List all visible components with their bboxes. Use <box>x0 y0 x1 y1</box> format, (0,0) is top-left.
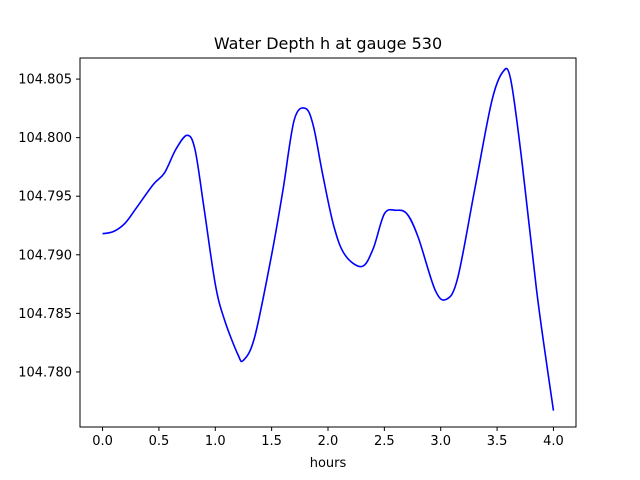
x-tick-label: 0.0 <box>92 434 113 449</box>
y-tick-label: 104.785 <box>18 307 72 322</box>
y-tick-label: 104.800 <box>18 131 72 146</box>
y-axis-ticks: 104.780 104.785 104.790 104.795 104.800 104.8… <box>18 73 80 380</box>
x-tick-label: 0.5 <box>149 434 170 449</box>
x-tick-label: 3.0 <box>430 434 451 449</box>
y-tick-label: 104.805 <box>18 73 72 88</box>
y-tick-label: 104.795 <box>18 190 72 205</box>
x-axis-ticks: 0.0 0.5 1.0 1.5 2.0 2.5 3.0 3.5 4.0 <box>92 427 564 449</box>
x-tick-label: 4.0 <box>543 434 564 449</box>
x-tick-label: 2.5 <box>374 434 395 449</box>
y-tick-label: 104.780 <box>18 365 72 380</box>
chart-title: Water Depth h at gauge 530 <box>214 34 442 53</box>
x-axis-label: hours <box>310 456 347 471</box>
plot-area <box>79 57 577 428</box>
x-tick-label: 1.5 <box>261 434 282 449</box>
x-tick-label: 3.5 <box>487 434 508 449</box>
y-tick-label: 104.790 <box>18 248 72 263</box>
x-tick-label: 1.0 <box>205 434 226 449</box>
x-tick-label: 2.0 <box>318 434 339 449</box>
axes-frame <box>79 57 577 428</box>
series-line-0 <box>102 67 555 411</box>
